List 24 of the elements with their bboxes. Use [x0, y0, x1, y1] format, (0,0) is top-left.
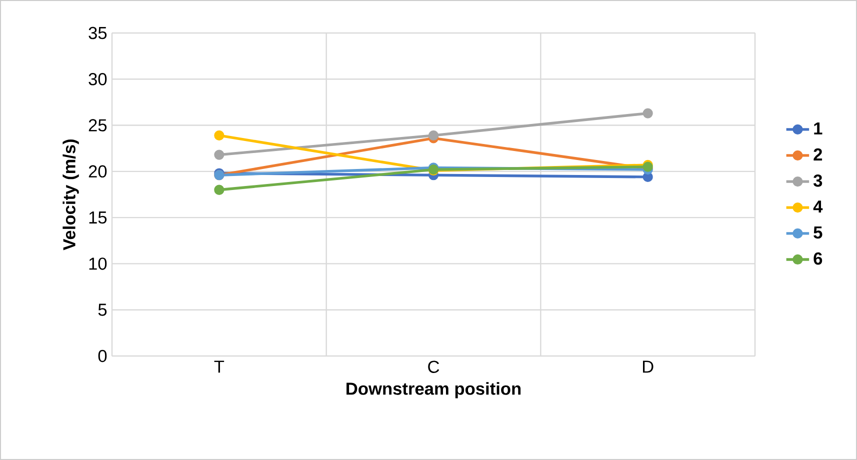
y-tick-label: 10: [89, 258, 107, 270]
y-tick-label: 35: [88, 26, 107, 40]
point: [428, 130, 439, 140]
legend-label: 5: [814, 226, 822, 239]
x-tick-label: C: [428, 360, 440, 373]
point: [214, 130, 224, 140]
legend-label: 6: [814, 252, 822, 265]
x-axis-title: Downstream position: [346, 382, 521, 398]
legend-label: 1: [814, 122, 822, 134]
x-tick-label: T: [214, 360, 224, 373]
y-tick-label: 30: [88, 72, 107, 86]
point: [214, 184, 224, 195]
y-tick-label: 15: [89, 212, 107, 224]
legend-label: 2: [814, 148, 822, 160]
point: [214, 150, 224, 160]
y-axis-title: Velocity (m/s): [62, 139, 79, 250]
x-tick-label: D: [642, 360, 654, 373]
y-tick-label: 5: [98, 304, 107, 316]
y-tick-label: 25: [88, 119, 107, 132]
point: [642, 108, 653, 118]
y-tick-label: 0: [98, 350, 107, 362]
legend-label: 4: [813, 200, 823, 213]
y-tick-label: 20: [88, 165, 107, 178]
legend-label: 3: [813, 174, 822, 187]
